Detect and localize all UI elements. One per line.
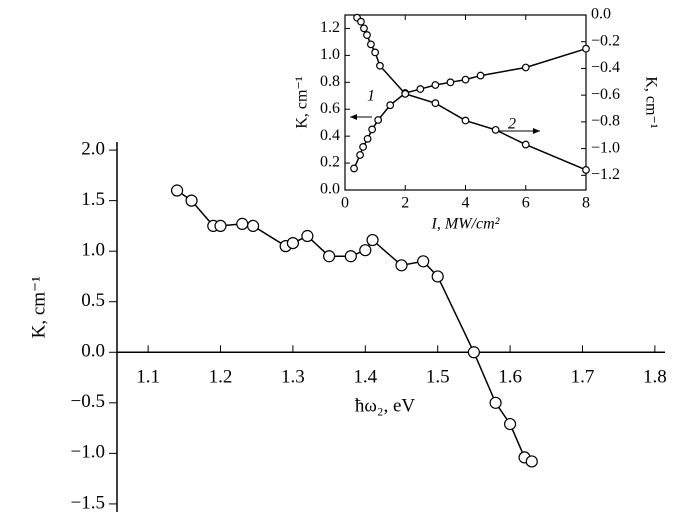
data-point [367, 40, 375, 49]
data-point [417, 255, 430, 268]
data-point [170, 184, 184, 197]
y-tick-label: 0.0 [320, 181, 340, 198]
data-point [344, 250, 357, 263]
data-point [521, 63, 530, 72]
data-point [386, 101, 395, 110]
y-axis-label: K, cm⁻¹ [28, 276, 49, 338]
data-point [416, 85, 425, 93]
y-tick-label: 0.5 [81, 290, 105, 311]
y2-tick-label: −0.8 [591, 113, 620, 130]
x-tick-label: 1.7 [571, 367, 595, 388]
data-point [395, 259, 408, 272]
x-tick-label: 4 [462, 195, 470, 212]
data-point [246, 219, 260, 233]
data-point [503, 417, 517, 431]
data-point [476, 71, 485, 80]
data-point [376, 61, 384, 70]
data-line [356, 17, 587, 171]
y-tick-label: 0.0 [81, 341, 105, 362]
data-point [467, 346, 480, 359]
x-tick-label: 1.4 [353, 367, 377, 388]
y2-tick-label: −0.4 [591, 59, 620, 76]
y-tick-label: −1.5 [71, 492, 105, 513]
data-point [431, 270, 444, 283]
data-point [359, 143, 367, 151]
data-point [582, 44, 590, 53]
data-point [431, 99, 440, 108]
data-point [236, 217, 249, 230]
series-label: 2 [508, 116, 516, 133]
data-point [368, 125, 377, 134]
data-point [371, 48, 380, 57]
data-point [360, 24, 368, 33]
x-tick-label: 1.3 [281, 367, 305, 388]
data-point [363, 134, 372, 143]
plot-frame [344, 14, 587, 191]
data-point [431, 81, 440, 89]
x-axis-label: ħω₂, eV [355, 396, 416, 417]
y-tick-label: 1.0 [81, 240, 105, 261]
y2-tick-label: −1.0 [591, 139, 620, 156]
arrow-head [350, 114, 357, 120]
data-point [214, 219, 227, 233]
y-tick-label: −0.5 [71, 391, 105, 412]
y-tick-label: −1.0 [71, 442, 105, 463]
data-point [489, 396, 502, 409]
y-tick-label: 1.0 [320, 46, 340, 63]
y-tick-label: 1.5 [81, 189, 105, 210]
y-tick-label: 1.2 [320, 19, 340, 36]
y2-tick-label: −0.6 [591, 86, 620, 103]
data-point [401, 89, 410, 98]
data-point [185, 194, 198, 207]
arrow-head [533, 128, 540, 134]
x-tick-label: 1.5 [426, 367, 450, 388]
y2-axis-label: K, cm⁻¹ [642, 76, 659, 129]
data-point [374, 116, 383, 124]
x-tick-label: 8 [582, 195, 590, 212]
data-point [359, 244, 372, 257]
y-tick-label: 0.8 [320, 73, 340, 90]
data-point [286, 236, 300, 250]
data-point [461, 116, 470, 125]
data-point [521, 140, 530, 149]
y-tick-label: 0.6 [320, 100, 340, 117]
y2-tick-label: −1.2 [591, 166, 620, 183]
x-tick-label: 6 [522, 195, 530, 212]
x-tick-label: 1.1 [136, 367, 160, 388]
y2-tick-label: 0.0 [591, 6, 611, 23]
data-point [446, 78, 455, 87]
data-point [357, 17, 365, 26]
data-point [461, 75, 470, 84]
y-tick-label: 0.2 [320, 154, 340, 171]
data-point [356, 151, 364, 159]
data-point [366, 233, 379, 247]
x-tick-label: 2 [401, 195, 409, 212]
x-tick-label: 0 [341, 195, 349, 212]
data-point [363, 31, 371, 39]
data-point [301, 229, 314, 243]
x-axis-label: I, MW/cm² [431, 216, 501, 233]
x-tick-label: 1.6 [498, 367, 522, 388]
data-point [350, 164, 358, 173]
y2-tick-label: −0.2 [591, 32, 620, 49]
series-label: 1 [367, 88, 375, 105]
data-point [525, 455, 538, 468]
y-tick-label: 2.0 [81, 138, 105, 159]
x-tick-label: 1.8 [643, 367, 667, 388]
x-tick-label: 1.2 [209, 367, 233, 388]
y-axis-label: K, cm⁻¹ [294, 76, 311, 129]
y-tick-label: 0.4 [320, 127, 340, 144]
data-point [582, 166, 590, 174]
data-point [323, 250, 336, 263]
data-point [491, 125, 500, 134]
